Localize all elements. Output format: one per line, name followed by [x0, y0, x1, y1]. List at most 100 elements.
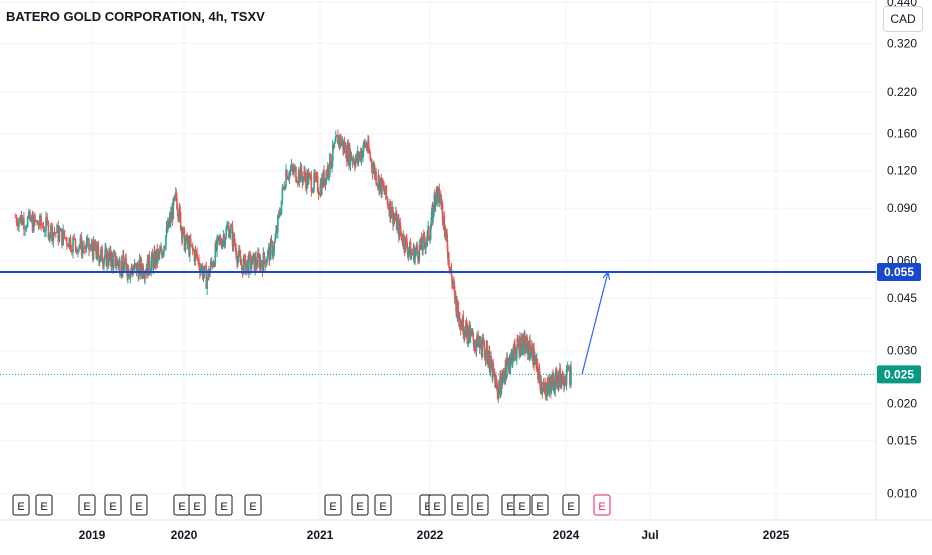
- candle-body: [311, 191, 314, 193]
- candle-body: [392, 216, 395, 225]
- earnings-marker-box: [12, 494, 30, 516]
- candle-body: [278, 212, 281, 215]
- time-tick-label: 2021: [307, 528, 334, 542]
- candle-body: [182, 227, 184, 235]
- candle-body: [122, 255, 125, 265]
- time-axis[interactable]: 2019 2020 2021 2022 2024 Jul 2025: [79, 528, 790, 542]
- candle-body: [539, 374, 541, 385]
- candle-body: [82, 246, 84, 255]
- candle-body: [309, 174, 312, 176]
- earnings-marker[interactable]: E: [12, 494, 30, 516]
- candle-body: [51, 224, 53, 241]
- candle-body: [30, 216, 33, 221]
- price-tick-label: 0.220: [887, 85, 917, 99]
- candle-body: [217, 236, 219, 238]
- support-price-tag: [877, 263, 921, 282]
- candle-body: [460, 324, 462, 329]
- candle-body: [562, 372, 564, 384]
- last-price-tag: [877, 365, 921, 384]
- candle-body: [367, 140, 370, 152]
- earnings-marker[interactable]: E: [188, 494, 206, 516]
- earnings-marker[interactable]: E: [513, 494, 531, 516]
- candle-body: [240, 264, 243, 266]
- earnings-marker[interactable]: E: [531, 494, 549, 516]
- earnings-marker[interactable]: E: [35, 494, 53, 516]
- candle-body: [165, 235, 167, 248]
- price-tick-label: 0.120: [887, 164, 917, 178]
- earnings-marker-label: E: [135, 501, 142, 513]
- price-tick-label: 0.440: [887, 0, 917, 9]
- candle-body: [410, 252, 413, 260]
- candle-body: [200, 265, 203, 269]
- earnings-marker-box: [324, 494, 342, 516]
- candle-body: [372, 168, 374, 173]
- candle-body: [25, 227, 28, 229]
- candle-body: [52, 232, 55, 241]
- earnings-marker[interactable]: E: [173, 494, 191, 516]
- candle-body: [506, 357, 508, 379]
- candle-body: [454, 291, 457, 299]
- candle-body: [204, 265, 207, 267]
- candle-body: [418, 244, 421, 260]
- candle-body: [34, 215, 36, 222]
- candle-body: [340, 143, 343, 146]
- candle-body: [312, 188, 314, 192]
- candle-body: [70, 249, 73, 253]
- arrow-shaft: [581, 271, 609, 375]
- candle-body: [97, 244, 99, 247]
- currency-button[interactable]: CAD: [883, 6, 923, 32]
- earnings-marker[interactable]: E: [215, 494, 233, 516]
- earnings-marker[interactable]: E: [374, 494, 392, 516]
- candle-body: [208, 269, 210, 277]
- price-tick-label: 0.045: [887, 291, 917, 305]
- candle-body: [407, 251, 410, 255]
- candle-body: [332, 144, 334, 162]
- candle-body: [457, 302, 460, 315]
- earnings-marker[interactable]: E: [351, 494, 369, 516]
- earnings-marker[interactable]: E: [562, 494, 580, 516]
- candle-body: [463, 332, 466, 336]
- projection-arrow[interactable]: [581, 270, 611, 375]
- earnings-marker[interactable]: E: [104, 494, 122, 516]
- candle-body: [323, 170, 325, 185]
- candle-body: [316, 175, 318, 177]
- candle-body: [101, 261, 104, 264]
- earnings-marker[interactable]: E: [244, 494, 262, 516]
- candle-body: [163, 246, 165, 253]
- candle-body: [411, 252, 413, 255]
- price-axis[interactable]: 0.4400.3200.2200.1600.1200.0900.0600.045…: [887, 0, 917, 500]
- candle-body: [295, 167, 297, 182]
- candle-body: [333, 143, 336, 149]
- candle-body: [307, 174, 310, 185]
- earnings-marker[interactable]: E: [428, 494, 446, 516]
- earnings-marker[interactable]: E: [78, 494, 96, 516]
- earnings-marker[interactable]: E: [324, 494, 342, 516]
- candle-body: [220, 243, 223, 248]
- candle-body: [249, 255, 252, 269]
- candle-body: [219, 237, 222, 244]
- price-tick-label: 0.015: [887, 434, 917, 448]
- candle-body: [334, 142, 336, 144]
- candle-body: [119, 274, 122, 276]
- earnings-marker[interactable]: E: [471, 494, 489, 516]
- candle-body: [246, 259, 248, 264]
- candle-body: [212, 263, 215, 267]
- earnings-marker-upcoming[interactable]: E: [593, 494, 611, 516]
- candle-body: [230, 226, 233, 228]
- candle-body: [273, 242, 276, 252]
- candle-body: [108, 252, 110, 266]
- candle-body: [493, 374, 496, 377]
- candle-body: [104, 248, 106, 257]
- candle-body: [28, 211, 30, 218]
- candle-body: [250, 264, 253, 269]
- candle-body: [279, 213, 282, 215]
- earnings-marker[interactable]: E: [451, 494, 469, 516]
- candle-body: [209, 269, 211, 277]
- earnings-marker[interactable]: E: [130, 494, 148, 516]
- candle-body: [566, 367, 569, 370]
- earnings-marker-box: [35, 494, 53, 516]
- candle-body: [330, 166, 333, 168]
- candle-body: [124, 263, 126, 271]
- candle-body: [73, 237, 76, 239]
